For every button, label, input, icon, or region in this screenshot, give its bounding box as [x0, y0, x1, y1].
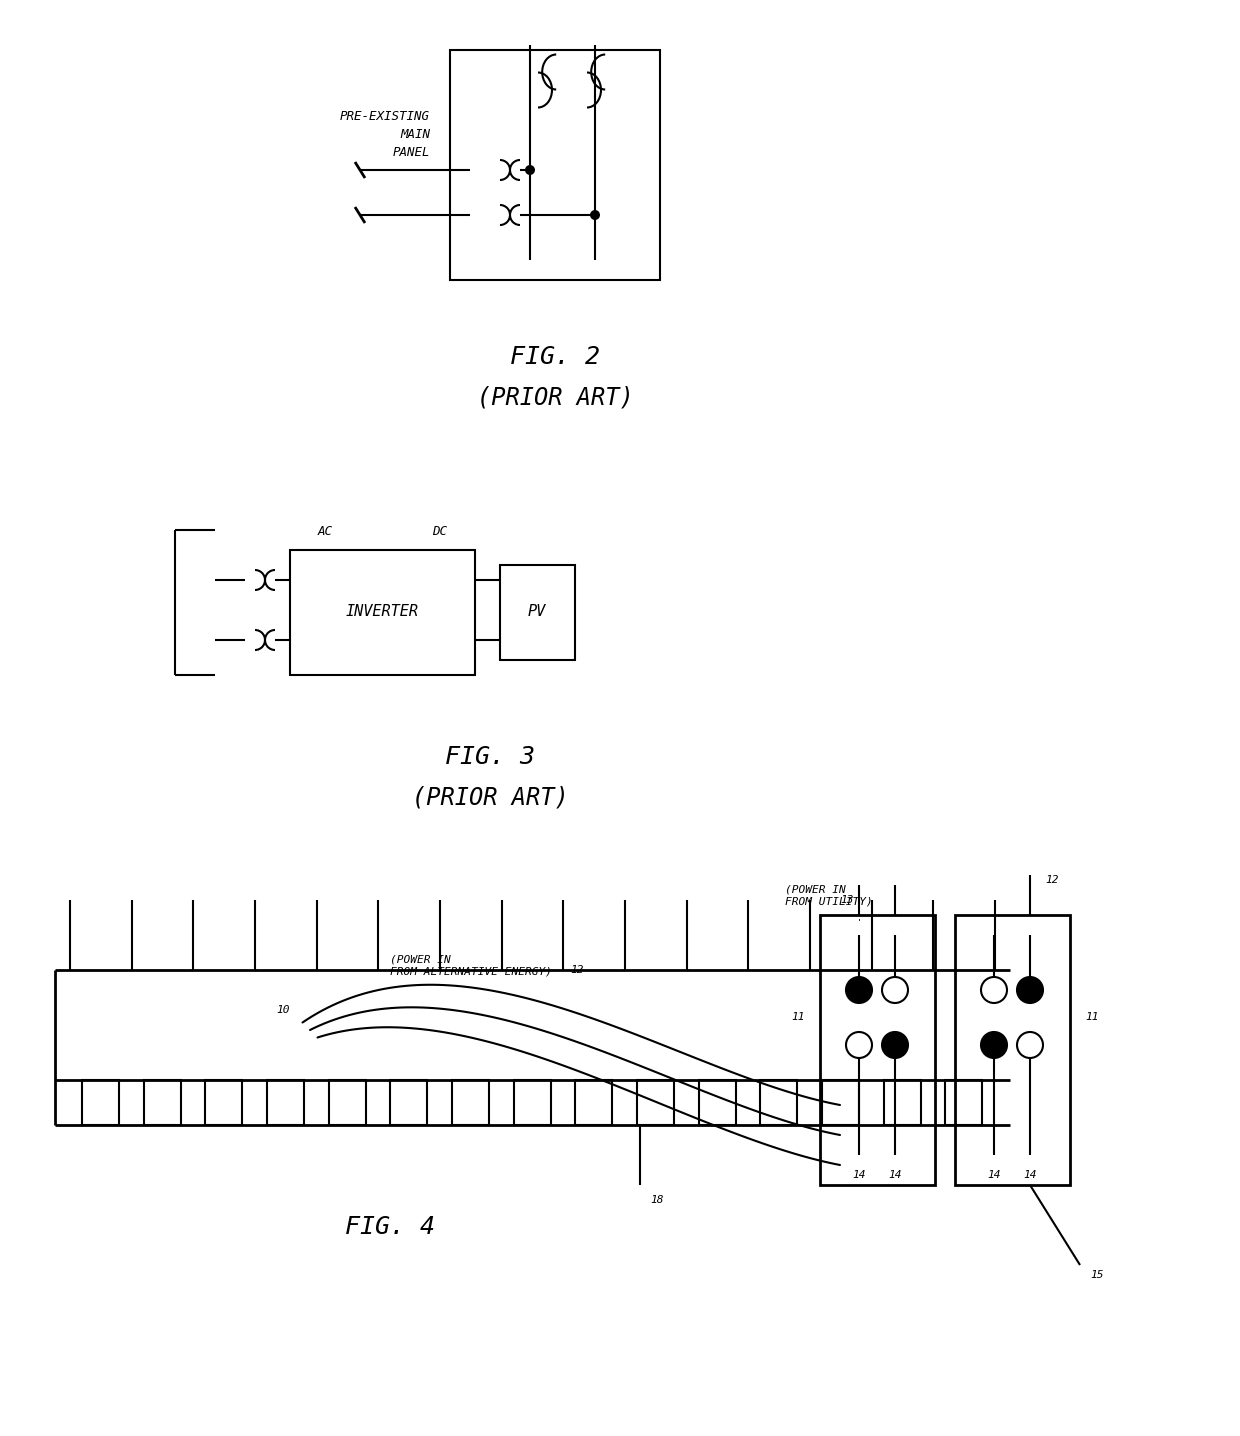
Circle shape [882, 1032, 908, 1058]
Text: 14: 14 [888, 1170, 901, 1180]
Bar [760, 1080, 797, 1124]
Text: 18: 18 [650, 1195, 663, 1205]
Bar [820, 915, 935, 1185]
Bar [822, 1080, 859, 1124]
Bar [575, 1080, 613, 1124]
Text: 14: 14 [1023, 1170, 1037, 1180]
Text: (POWER IN
FROM ALTERNATIVE ENERGY): (POWER IN FROM ALTERNATIVE ENERGY) [391, 955, 552, 976]
Bar [945, 1080, 982, 1124]
Text: 12: 12 [570, 965, 584, 975]
Circle shape [981, 976, 1007, 1002]
Text: FIG. 2: FIG. 2 [510, 345, 600, 369]
Circle shape [846, 976, 872, 1002]
Text: 14: 14 [852, 1170, 866, 1180]
Bar [450, 50, 660, 280]
Bar [290, 550, 475, 675]
Bar [515, 1080, 551, 1124]
Circle shape [590, 210, 600, 220]
Bar [267, 1080, 304, 1124]
Text: PV: PV [528, 605, 546, 619]
Bar [205, 1080, 242, 1124]
Text: DC: DC [433, 526, 448, 538]
Text: INVERTER: INVERTER [346, 605, 419, 619]
Bar [144, 1080, 181, 1124]
Text: PRE-EXISTING
MAIN
PANEL: PRE-EXISTING MAIN PANEL [340, 111, 430, 159]
Text: (POWER IN
FROM UTILITY): (POWER IN FROM UTILITY) [785, 885, 873, 906]
Text: 13: 13 [841, 895, 854, 905]
Text: AC: AC [317, 526, 332, 538]
Bar [391, 1080, 427, 1124]
Text: 14: 14 [987, 1170, 1001, 1180]
Circle shape [525, 165, 534, 175]
Bar [500, 564, 575, 661]
Text: (PRIOR ART): (PRIOR ART) [476, 385, 634, 409]
Bar [637, 1080, 675, 1124]
Text: 15: 15 [1090, 1269, 1104, 1279]
Bar [884, 1080, 921, 1124]
Bar [699, 1080, 737, 1124]
Circle shape [1017, 1032, 1043, 1058]
Text: 11: 11 [791, 1012, 805, 1022]
Circle shape [1017, 976, 1043, 1002]
Text: 12: 12 [1045, 875, 1059, 885]
Bar [955, 915, 1070, 1185]
Bar [82, 1080, 119, 1124]
Text: FIG. 3: FIG. 3 [445, 745, 534, 770]
Text: 11: 11 [1085, 1012, 1099, 1022]
Bar [453, 1080, 489, 1124]
Text: 10: 10 [277, 1005, 290, 1015]
Circle shape [882, 976, 908, 1002]
Bar [329, 1080, 366, 1124]
Circle shape [981, 1032, 1007, 1058]
Text: FIG. 4: FIG. 4 [345, 1215, 435, 1239]
Circle shape [846, 1032, 872, 1058]
Text: (PRIOR ART): (PRIOR ART) [412, 785, 568, 808]
